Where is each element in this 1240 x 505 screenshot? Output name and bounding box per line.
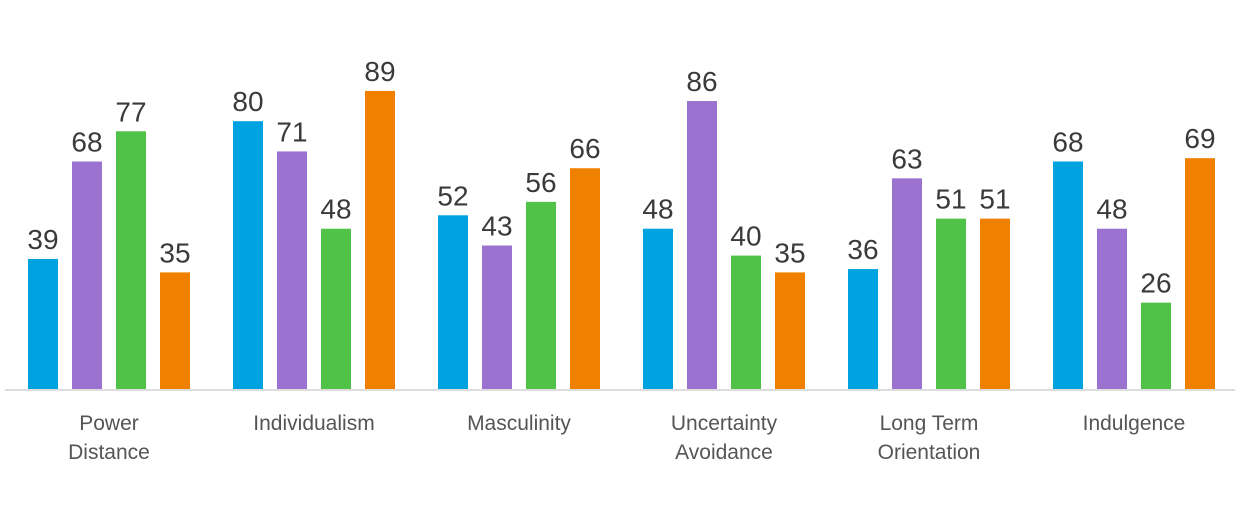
bar-series-2-cat-3 [687, 101, 717, 390]
bar-series-1-cat-4 [848, 269, 878, 390]
value-label-series-3-cat-2: 56 [525, 167, 556, 198]
category-labels-layer: Power Distance Individualism Masculinity Unc… [68, 412, 1185, 464]
category-label-5: Indulgence [1083, 412, 1186, 435]
category-label-line: Avoidance [675, 441, 773, 464]
category-label-line: Masculinity [467, 412, 571, 435]
bar-series-4-cat-4 [980, 218, 1010, 390]
value-label-series-4-cat-2: 66 [569, 133, 600, 164]
bar-series-1-cat-3 [643, 228, 673, 390]
value-label-series-2-cat-5: 48 [1096, 194, 1127, 225]
bar-series-2-cat-0 [72, 161, 102, 390]
value-label-series-1-cat-0: 39 [27, 224, 58, 255]
category-label-line: Uncertainty [671, 412, 778, 435]
value-label-series-2-cat-1: 71 [276, 116, 307, 147]
bar-series-1-cat-5 [1053, 161, 1083, 390]
category-label-2: Masculinity [467, 412, 571, 435]
category-label-line: Individualism [253, 412, 374, 435]
bar-series-3-cat-0 [116, 131, 146, 390]
category-label-0: Power Distance [68, 412, 150, 464]
value-label-series-2-cat-0: 68 [71, 127, 102, 158]
value-label-series-1-cat-3: 48 [642, 194, 673, 225]
bar-series-2-cat-2 [482, 245, 512, 390]
value-label-series-2-cat-3: 86 [686, 66, 717, 97]
bar-series-4-cat-1 [365, 90, 395, 391]
value-label-series-2-cat-2: 43 [481, 211, 512, 242]
category-label-line: Distance [68, 441, 150, 464]
value-label-series-1-cat-4: 36 [847, 234, 878, 265]
value-label-series-4-cat-0: 35 [159, 237, 190, 268]
value-label-series-1-cat-1: 80 [232, 86, 263, 117]
value-label-series-1-cat-2: 52 [437, 180, 468, 211]
bar-series-1-cat-0 [28, 258, 58, 390]
bar-series-3-cat-1 [321, 228, 351, 390]
category-label-line: Power [79, 412, 139, 435]
value-label-series-4-cat-1: 89 [364, 56, 395, 87]
bar-series-4-cat-2 [570, 168, 600, 390]
bar-series-4-cat-3 [775, 272, 805, 390]
bar-series-4-cat-5 [1185, 158, 1215, 390]
bar-series-3-cat-5 [1141, 302, 1171, 390]
value-label-series-3-cat-0: 77 [115, 96, 146, 127]
category-label-4: Long Term Orientation [878, 412, 981, 464]
bar-series-3-cat-4 [936, 218, 966, 390]
value-label-series-3-cat-3: 40 [730, 221, 761, 252]
value-label-series-2-cat-4: 63 [891, 143, 922, 174]
bars-layer [28, 90, 1215, 391]
bar-series-2-cat-1 [277, 151, 307, 390]
category-label-3: Uncertainty Avoidance [671, 412, 778, 464]
value-label-series-3-cat-5: 26 [1140, 268, 1171, 299]
bar-series-3-cat-3 [731, 255, 761, 390]
bar-series-3-cat-2 [526, 201, 556, 390]
bar-series-2-cat-4 [892, 178, 922, 390]
category-label-line: Orientation [878, 441, 981, 464]
bar-series-1-cat-2 [438, 215, 468, 390]
category-label-1: Individualism [253, 412, 374, 435]
value-label-series-4-cat-3: 35 [774, 237, 805, 268]
value-labels-layer: 39 68 77 35 80 71 48 89 52 43 56 66 48 86 40 35 36 63 51 51… [27, 56, 1215, 299]
category-label-line: Indulgence [1083, 412, 1186, 435]
bar-series-2-cat-5 [1097, 228, 1127, 390]
value-label-series-1-cat-5: 68 [1052, 127, 1083, 158]
value-label-series-4-cat-4: 51 [979, 184, 1010, 215]
value-label-series-4-cat-5: 69 [1184, 123, 1215, 154]
bar-series-4-cat-0 [160, 272, 190, 390]
category-label-line: Long Term [880, 412, 979, 435]
value-label-series-3-cat-1: 48 [320, 194, 351, 225]
bar-series-1-cat-1 [233, 121, 263, 390]
value-label-series-3-cat-4: 51 [935, 184, 966, 215]
